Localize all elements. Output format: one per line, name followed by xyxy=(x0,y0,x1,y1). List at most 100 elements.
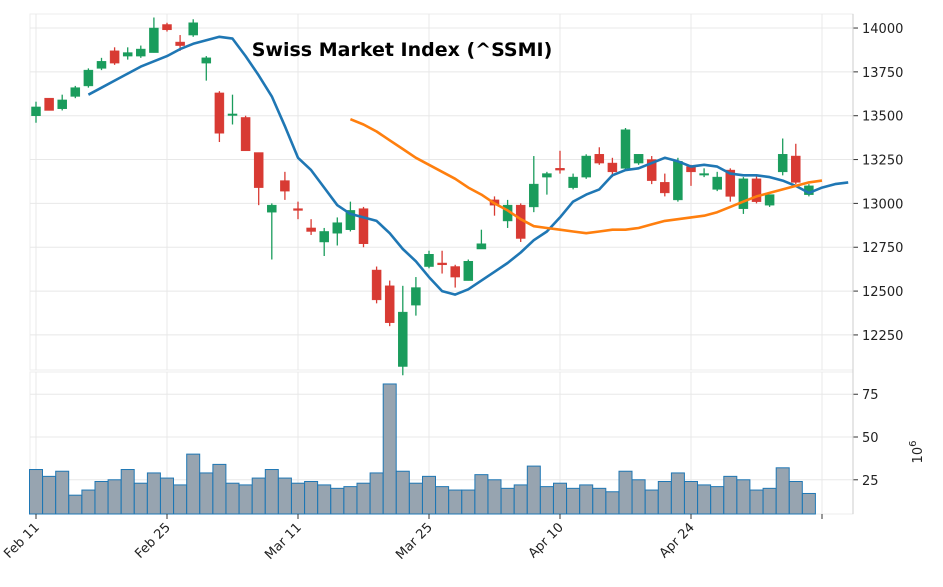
candle xyxy=(57,94,67,111)
volume-tick-label: 25 xyxy=(862,474,879,489)
volume-bar xyxy=(160,477,174,515)
volume-bar xyxy=(173,484,188,515)
candle xyxy=(450,264,460,288)
candle xyxy=(280,171,290,200)
price-tick-label: 12750 xyxy=(862,241,903,256)
volume-bar xyxy=(291,482,305,515)
candle-body xyxy=(581,155,591,178)
candle-body xyxy=(673,161,683,201)
candle-body xyxy=(529,183,539,208)
candle-body xyxy=(607,162,618,173)
volume-bar xyxy=(553,482,567,515)
volume-bar xyxy=(723,475,738,515)
candle xyxy=(293,201,303,220)
price-tick-label: 13500 xyxy=(862,110,903,125)
volume-bar xyxy=(238,484,253,515)
candle xyxy=(96,57,107,71)
candle-body xyxy=(660,182,670,194)
candle xyxy=(411,277,421,316)
candle xyxy=(777,138,788,176)
moving-averages xyxy=(87,35,849,296)
candle-body xyxy=(476,243,487,250)
candle xyxy=(515,203,526,242)
volume-bar xyxy=(435,486,450,515)
volume-bar xyxy=(81,489,96,515)
candle xyxy=(358,206,369,248)
candle-body xyxy=(424,254,434,267)
candle xyxy=(620,127,631,171)
candle-body xyxy=(306,227,316,232)
volume-bar xyxy=(762,487,777,515)
volume-bar xyxy=(487,479,502,515)
x-tick-label: Feb 25 xyxy=(132,520,174,562)
candle xyxy=(476,229,487,250)
volume-exponent-label: 106 xyxy=(908,441,926,464)
candle-body xyxy=(633,154,644,164)
volume-bar xyxy=(592,487,607,515)
chart-title: Swiss Market Index (^SSMI) xyxy=(252,39,553,61)
candle xyxy=(149,17,159,53)
candle-body xyxy=(594,154,605,164)
candle xyxy=(214,91,225,143)
candle xyxy=(738,177,749,214)
volume-bar xyxy=(631,479,646,515)
candle-body xyxy=(96,61,107,69)
candle-body xyxy=(227,113,238,116)
volume-bar xyxy=(657,480,672,515)
candle-body xyxy=(31,106,41,116)
candle-body xyxy=(358,208,369,244)
volume-bar xyxy=(422,475,436,515)
volume-bar xyxy=(251,477,266,515)
candle-body xyxy=(57,99,67,109)
volume-bar xyxy=(539,486,554,515)
volume-bar xyxy=(382,383,397,515)
candle-body xyxy=(345,210,356,230)
volume-bar xyxy=(395,470,410,515)
candle xyxy=(31,101,41,123)
candle xyxy=(83,68,94,88)
volume-bar xyxy=(500,487,515,515)
candle xyxy=(437,250,447,274)
volume-bar xyxy=(775,467,790,515)
candle-body xyxy=(725,169,736,197)
price-tick-label: 13750 xyxy=(862,66,903,81)
volume-bar xyxy=(448,489,463,515)
volume-bar xyxy=(55,470,70,515)
x-tick-label: Mar 11 xyxy=(262,520,305,563)
candle xyxy=(712,171,722,192)
candle xyxy=(109,47,120,65)
candle xyxy=(581,154,591,179)
candle-body xyxy=(371,269,382,301)
candle-body xyxy=(136,48,146,57)
candle xyxy=(646,156,657,185)
candle-body xyxy=(70,87,81,97)
candle-body xyxy=(253,152,264,188)
candle xyxy=(660,173,670,197)
candle xyxy=(424,250,434,269)
x-tick-label: Feb 11 xyxy=(1,520,43,562)
candle-body xyxy=(384,285,395,323)
candle xyxy=(568,173,578,190)
candle xyxy=(201,56,212,81)
candle xyxy=(686,164,696,186)
candle-body xyxy=(398,311,408,367)
candle-body xyxy=(149,27,159,53)
candle-body xyxy=(44,97,54,111)
candle xyxy=(240,115,251,152)
price-tick-label: 12250 xyxy=(862,329,903,344)
x-tick-label: Apr 24 xyxy=(657,520,698,561)
volume-bar xyxy=(42,475,57,515)
volume-bar xyxy=(120,469,135,515)
candle xyxy=(267,203,277,260)
volume-bar xyxy=(68,494,83,515)
volume-exponent-base: 10 xyxy=(911,447,926,464)
candle xyxy=(398,285,408,376)
candle-body xyxy=(332,222,343,234)
price-tick-label: 13000 xyxy=(862,197,903,212)
candle-body xyxy=(83,69,94,87)
candle-body xyxy=(175,41,185,46)
volume-bar xyxy=(684,480,698,515)
volume-bar xyxy=(566,487,581,515)
volume-bar xyxy=(474,474,489,515)
